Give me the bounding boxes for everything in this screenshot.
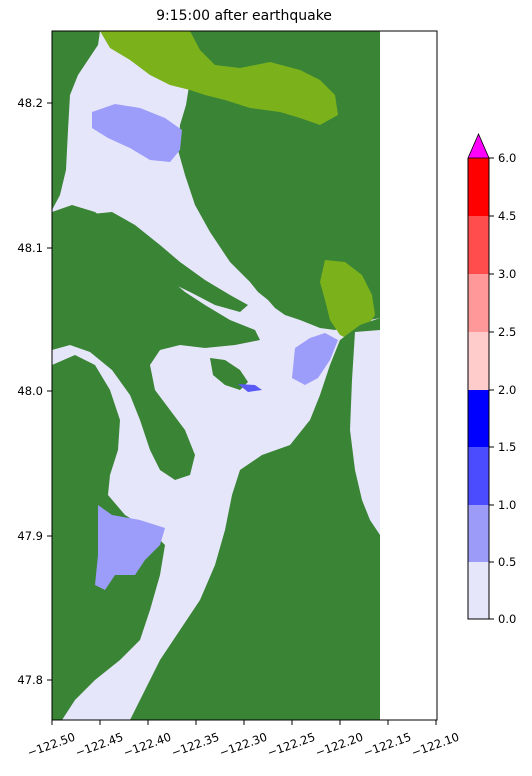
colorbar: 0.0 0.5 1.0 1.5 2.0 2.5 3.0 4.5 6.0 [467, 133, 516, 626]
x-tick-label: −122.50 [25, 730, 77, 760]
x-tick-label: −122.30 [217, 730, 269, 760]
water-patch-north [92, 104, 182, 162]
water-patch-island [238, 384, 262, 392]
colorbar-bin-4 [468, 332, 489, 390]
land-northwest [52, 31, 100, 210]
colorbar-bin-7 [468, 158, 489, 216]
x-tick-label: −122.20 [313, 730, 365, 760]
colorbar-tick-label: 0.0 [498, 612, 516, 626]
colorbar-tick-label: 3.0 [498, 267, 516, 281]
land-small-island [210, 358, 248, 390]
map-area [52, 31, 437, 720]
water-patch-east [292, 333, 338, 385]
y-tick-label: 48.0 [17, 384, 43, 398]
colorbar-tick-label: 0.5 [498, 555, 516, 569]
water-patch-south [95, 505, 165, 590]
land-light-east [320, 260, 375, 340]
land-central-spit [82, 212, 248, 312]
land-mainland-south [130, 318, 380, 720]
x-tick-label: −122.25 [265, 730, 317, 760]
y-tick-label: 48.2 [17, 96, 43, 110]
colorbar-bin-6 [468, 216, 489, 274]
plot-title: 9:15:00 after earthquake [156, 8, 332, 24]
colorbar-bin-0 [468, 562, 489, 619]
colorbar-tick-label: 6.0 [498, 151, 516, 165]
x-axis: −122.50 −122.45 −122.40 −122.35 −122.30 … [25, 720, 461, 760]
colorbar-bin-1 [468, 505, 489, 562]
colorbar-bin-3 [468, 390, 489, 447]
colorbar-tick-label: 1.5 [498, 440, 516, 454]
colorbar-bin-5 [468, 274, 489, 332]
y-tick-label: 47.8 [17, 673, 43, 687]
x-tick-label: −122.45 [73, 730, 125, 760]
colorbar-tick-label: 2.5 [498, 325, 516, 339]
colorbar-outline [467, 158, 490, 620]
colorbar-extend-arrow [467, 133, 490, 159]
colorbar-tick-label: 1.0 [498, 498, 516, 512]
x-tick-label: −122.10 [409, 730, 461, 760]
land-light-north [100, 31, 338, 125]
y-tick-label: 48.1 [17, 241, 43, 255]
colorbar-tick-label: 4.5 [498, 209, 516, 223]
y-tick-label: 47.9 [17, 529, 43, 543]
x-tick-label: −122.35 [169, 730, 221, 760]
y-axis: 48.2 48.1 48.0 47.9 47.8 [17, 96, 52, 687]
colorbar-tick-label: 2.0 [498, 383, 516, 397]
x-tick-label: −122.40 [121, 730, 173, 760]
water-east-inlet [350, 330, 380, 535]
colorbar-bin-2 [468, 447, 489, 505]
land-west-peninsula [52, 205, 260, 480]
x-tick-label: −122.15 [361, 730, 413, 760]
